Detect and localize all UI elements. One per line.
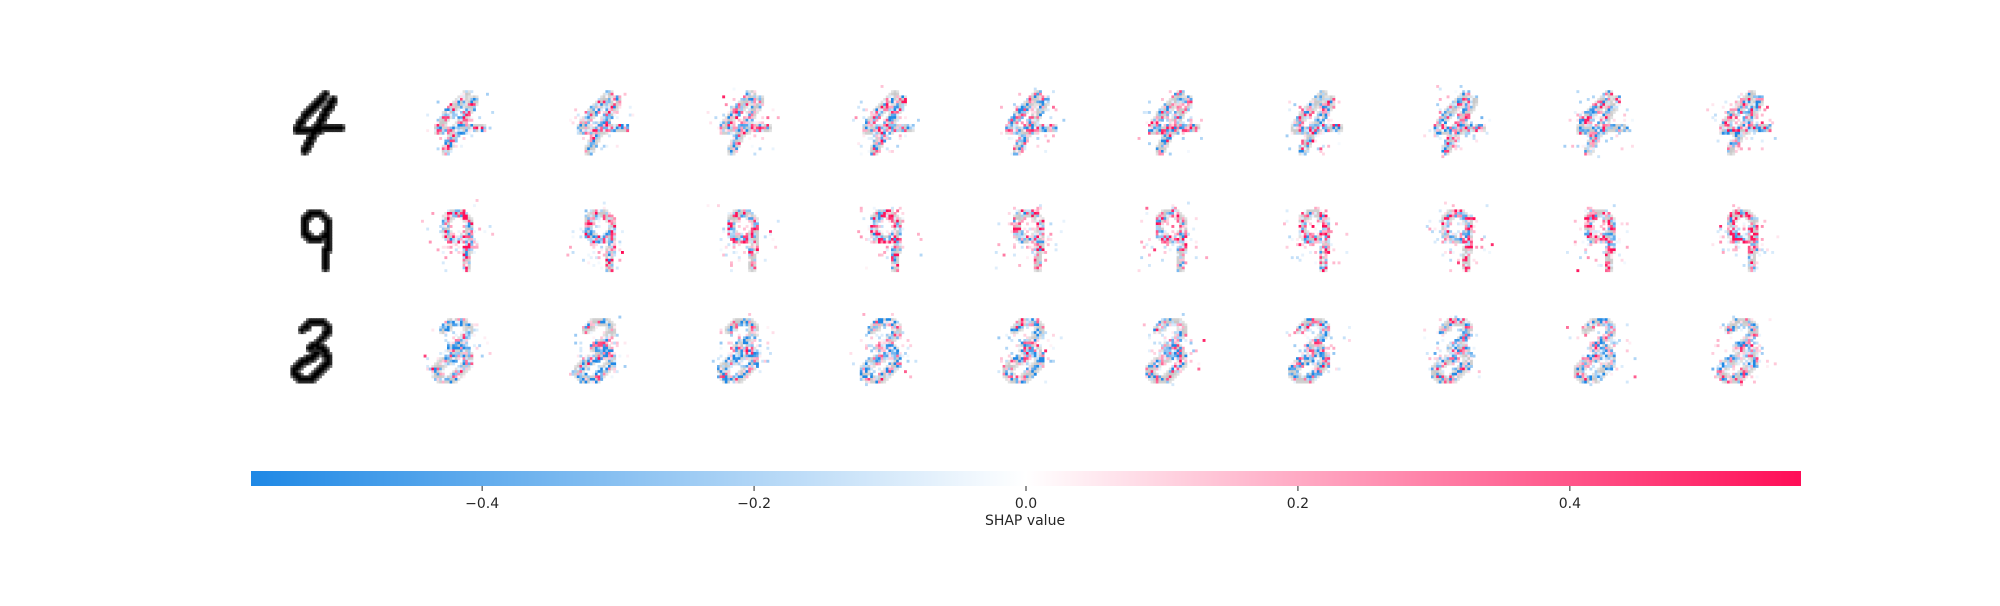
original-digit-image — [290, 318, 333, 384]
shap-explanation-image — [1566, 204, 1629, 273]
shap-explanation-image — [706, 87, 780, 156]
colorbar-ticks: −0.4 −0.2 0.0 0.2 0.4 — [465, 486, 1581, 512]
shap-explanation-image — [994, 204, 1066, 273]
colorbar-label: SHAP value — [985, 513, 1065, 529]
shap-explanation-image — [1000, 87, 1066, 156]
shap-explanation-image — [849, 313, 918, 387]
shap-explanation-image — [566, 201, 624, 273]
shap-explanation-image — [1425, 201, 1494, 273]
shap-explanation-image — [1711, 315, 1777, 387]
colorbar-tick-label: 0.0 — [1015, 496, 1037, 512]
original-digit-image — [300, 209, 333, 273]
shap-explanation-image — [1706, 90, 1777, 156]
shap-explanation-image — [852, 85, 920, 156]
shap-explanation-image — [1423, 85, 1492, 159]
colorbar-tick-label: −0.2 — [737, 496, 771, 512]
shap-explanation-image — [1137, 90, 1203, 156]
colorbar-tick-label: 0.4 — [1559, 496, 1581, 512]
shap-explanation-image — [1283, 206, 1349, 273]
shap-explanation-image — [1566, 318, 1637, 387]
shap-colorbar: −0.4 −0.2 0.0 0.2 0.4 SHAP value — [251, 471, 1801, 529]
shap-explanation-image — [423, 318, 492, 384]
shap-explanation-image — [711, 313, 775, 384]
shap-explanation-image — [1137, 201, 1209, 273]
shap-explanation-image — [1563, 90, 1634, 159]
original-digit-image — [293, 90, 346, 156]
shap-explanation-image — [569, 90, 635, 156]
shap-explanation-image — [706, 204, 780, 273]
shap-explanation-image — [1711, 204, 1780, 273]
shap-explanation-image — [1285, 318, 1351, 384]
shap-image-grid — [290, 85, 1780, 387]
shap-explanation-image — [997, 318, 1063, 384]
shap-explanation-image — [569, 315, 630, 384]
shap-explanation-image — [1285, 90, 1344, 156]
colorbar-tick-label: −0.4 — [465, 496, 499, 512]
colorbar-tick-label: 0.2 — [1287, 496, 1309, 512]
shap-explanation-image — [421, 199, 495, 273]
colorbar-gradient — [251, 471, 1801, 486]
shap-explanation-image — [1423, 315, 1481, 384]
shap-explanation-image — [857, 206, 923, 273]
shap-explanation-image — [1142, 313, 1206, 387]
shap-explanation-image — [426, 90, 495, 156]
